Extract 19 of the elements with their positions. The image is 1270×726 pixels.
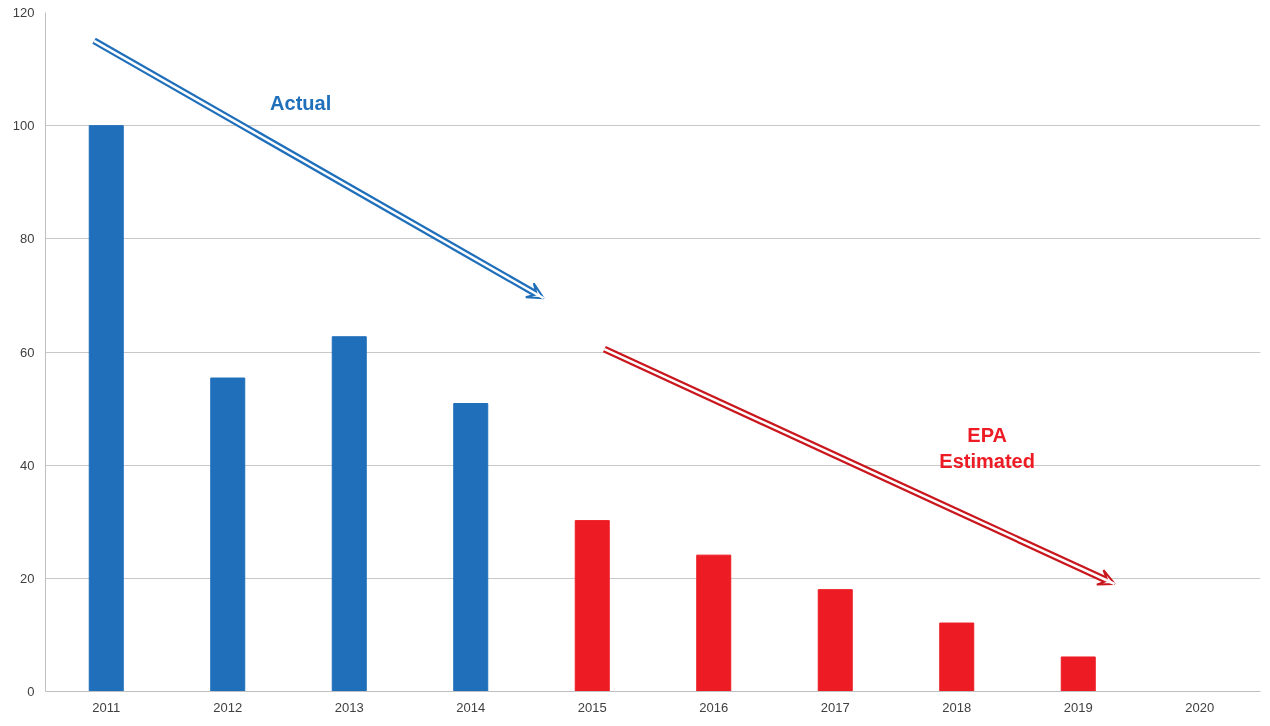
- y-tick-label: 60: [20, 344, 35, 360]
- y-tick-label: 20: [20, 570, 35, 586]
- y-tick-label: 0: [27, 684, 35, 699]
- x-tick-label: 2012: [213, 699, 243, 715]
- x-tick-label: 2011: [92, 699, 121, 715]
- x-tick-label: 2020: [1185, 699, 1215, 715]
- y-tick-label: 80: [20, 231, 35, 247]
- x-tick-label: 2013: [334, 699, 364, 715]
- x-tick-label: 2014: [456, 699, 486, 715]
- text: EPA Estimated: [939, 423, 1035, 473]
- y-tick-label: 120: [12, 5, 35, 20]
- y-tick-label: 100: [12, 118, 35, 134]
- x-tick-label: 2018: [942, 699, 972, 715]
- y-tick-label: 40: [20, 457, 35, 473]
- x-tick-label: 2017: [820, 699, 850, 715]
- x-tick-label: 2015: [577, 699, 607, 715]
- text: Actual: [270, 92, 332, 115]
- x-tick-label: 2019: [1063, 699, 1093, 715]
- x-tick-label: 2016: [699, 699, 729, 715]
